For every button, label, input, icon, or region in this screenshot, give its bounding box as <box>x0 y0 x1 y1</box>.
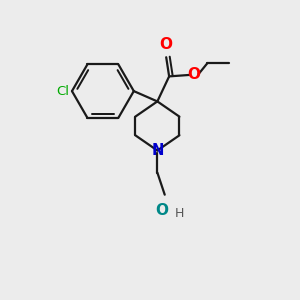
Text: N: N <box>151 143 164 158</box>
Text: H: H <box>175 207 184 220</box>
Text: O: O <box>155 203 168 218</box>
Text: O: O <box>188 68 201 82</box>
Text: Cl: Cl <box>56 85 69 98</box>
Text: O: O <box>160 37 173 52</box>
